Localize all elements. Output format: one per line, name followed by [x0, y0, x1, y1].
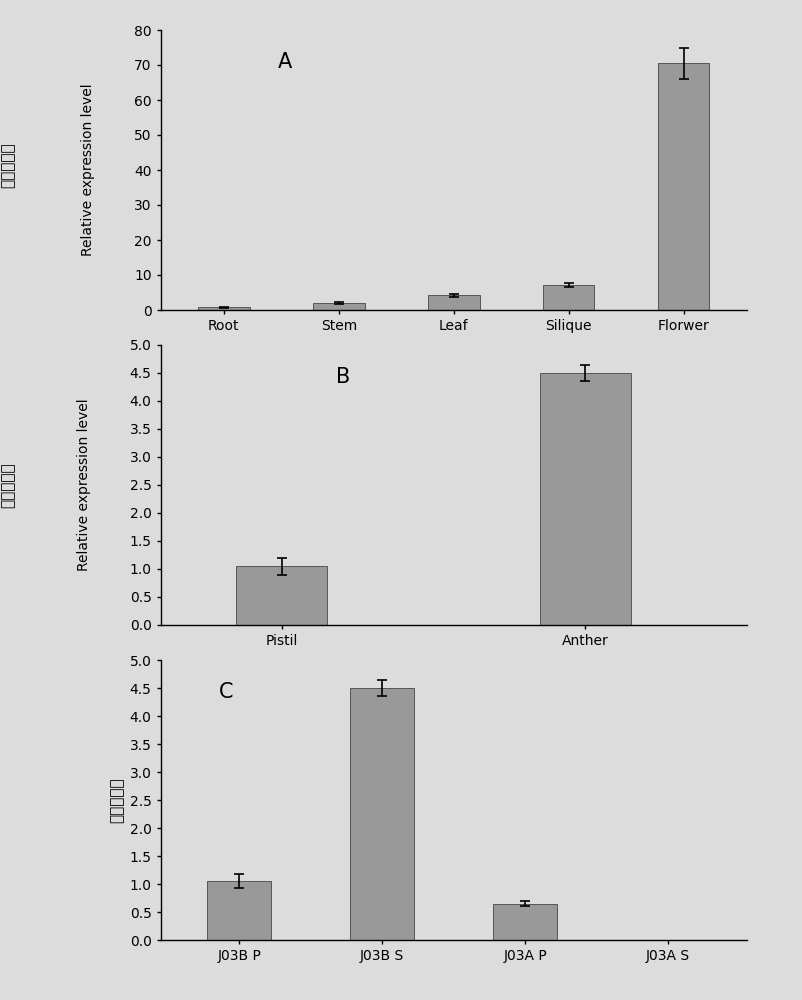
Bar — [657, 63, 708, 310]
Bar — [350, 688, 414, 940]
Text: A: A — [277, 52, 292, 72]
Bar — [542, 285, 593, 310]
Text: C: C — [219, 682, 233, 702]
Text: B: B — [336, 367, 350, 387]
Bar — [198, 307, 249, 310]
Bar — [492, 904, 557, 940]
Y-axis label: Relative expression level: Relative expression level — [81, 84, 95, 256]
Bar — [236, 566, 327, 625]
Bar — [539, 373, 630, 625]
Y-axis label: Relative expression level: Relative expression level — [76, 399, 91, 571]
Text: 相对表达量: 相对表达量 — [1, 142, 15, 188]
Text: 相对表达量: 相对表达量 — [1, 462, 15, 508]
Bar — [427, 295, 479, 310]
Y-axis label: 相对表达量: 相对表达量 — [109, 777, 124, 823]
Bar — [207, 881, 271, 940]
Bar — [313, 303, 364, 310]
